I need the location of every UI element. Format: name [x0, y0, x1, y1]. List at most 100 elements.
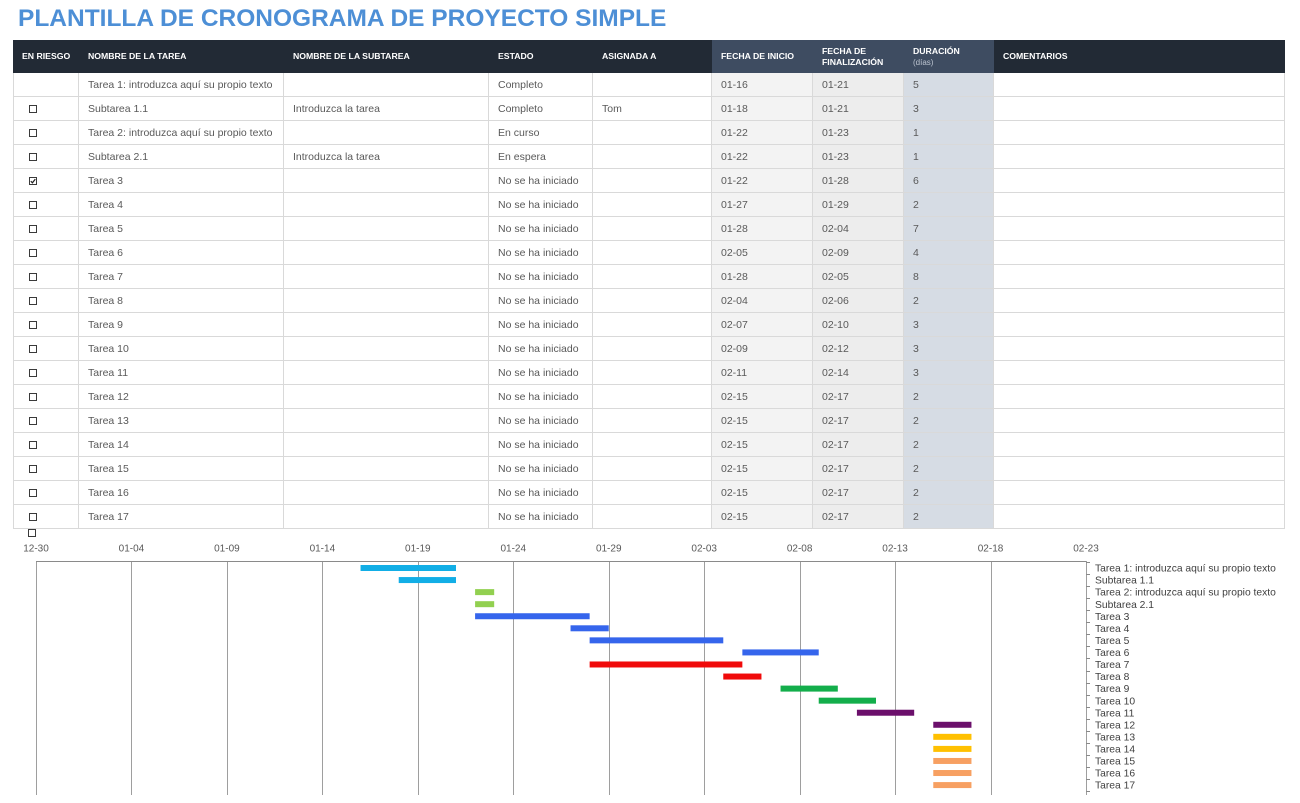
assigned-to-cell [593, 241, 712, 265]
at-risk-cell [13, 169, 79, 193]
x-tick-label: 02-13 [882, 544, 908, 555]
task-name-cell: Tarea 12 [79, 385, 284, 409]
assigned-to-cell [593, 457, 712, 481]
end-date-cell: 02-17 [813, 433, 904, 457]
gantt-bar [933, 721, 972, 728]
subtask-name-cell [284, 193, 489, 217]
subtask-name-cell [284, 433, 489, 457]
comments-cell [994, 73, 1285, 97]
category-label: Tarea 17 [1095, 781, 1135, 792]
subtask-name-cell [284, 73, 489, 97]
at-risk-checkbox[interactable] [29, 248, 37, 257]
comments-cell [994, 337, 1285, 361]
task-row: Tarea 1: introduzca aquí su propio texto… [13, 73, 1285, 97]
extra-checkbox-holder [22, 529, 36, 537]
gantt-bar [780, 685, 838, 692]
start-date-cell: 01-22 [712, 121, 813, 145]
task-row: Tarea 2: introduzca aquí su propio texto… [13, 121, 1285, 145]
subtask-name-cell [284, 505, 489, 529]
end-date-cell: 02-05 [813, 265, 904, 289]
at-risk-checkbox[interactable] [29, 464, 37, 473]
subtask-name-cell [284, 385, 489, 409]
task-row: Tarea 17 No se ha iniciado 02-15 02-17 2 [13, 505, 1285, 529]
status-cell: Completo [489, 73, 593, 97]
task-name-cell: Tarea 14 [79, 433, 284, 457]
assigned-to-cell [593, 145, 712, 169]
duration-cell: 3 [904, 97, 994, 121]
task-name-cell: Tarea 5 [79, 217, 284, 241]
at-risk-checkbox[interactable] [29, 392, 37, 401]
comments-cell [994, 121, 1285, 145]
at-risk-checkbox[interactable] [29, 224, 37, 233]
at-risk-checkbox[interactable] [29, 320, 37, 329]
category-label: Tarea 1: introduzca aquí su propio texto [1095, 564, 1276, 575]
status-cell: No se ha iniciado [489, 409, 593, 433]
assigned-to-cell [593, 73, 712, 97]
at-risk-checkbox[interactable] [29, 200, 37, 209]
header-duration: DURACIÓN (días) [904, 40, 994, 73]
task-row: Subtarea 1.1 Introduzca la tarea Completo T… [13, 97, 1285, 121]
at-risk-checkbox[interactable] [29, 416, 37, 425]
x-tick-label: 02-23 [1073, 544, 1099, 555]
at-risk-checkbox[interactable] [28, 529, 36, 537]
at-risk-checkbox[interactable] [29, 512, 37, 521]
assigned-to-cell [593, 169, 712, 193]
subtask-name-cell [284, 313, 489, 337]
assigned-to-cell [593, 505, 712, 529]
at-risk-checkbox[interactable] [29, 152, 37, 161]
table-header: EN RIESGO NOMBRE DE LA TAREA NOMBRE DE L… [13, 40, 1285, 73]
comments-cell [994, 409, 1285, 433]
task-row: Tarea 6 No se ha iniciado 02-05 02-09 4 [13, 241, 1285, 265]
duration-cell: 4 [904, 241, 994, 265]
task-row: Tarea 11 No se ha iniciado 02-11 02-14 3 [13, 361, 1285, 385]
x-tick-label: 01-09 [214, 544, 240, 555]
duration-cell: 2 [904, 289, 994, 313]
checkmark-icon [30, 178, 36, 184]
end-date-cell: 02-17 [813, 409, 904, 433]
at-risk-cell [13, 97, 79, 121]
start-date-cell: 01-27 [712, 193, 813, 217]
x-tick-label: 02-08 [787, 544, 813, 555]
at-risk-checkbox[interactable] [29, 344, 37, 353]
category-axis: Tarea 1: introduzca aquí su propio texto… [1086, 562, 1276, 792]
status-cell: No se ha iniciado [489, 337, 593, 361]
gantt-chart: 12-30 01-04 01-09 01-14 01-19 01-24 01-29 02-03… [23, 544, 1276, 795]
at-risk-cell [13, 289, 79, 313]
page-title: PLANTILLA DE CRONOGRAMA DE PROYECTO SIMP… [18, 5, 667, 32]
status-cell: En espera [489, 145, 593, 169]
x-tick-label: 01-29 [596, 544, 622, 555]
at-risk-checkbox[interactable] [29, 488, 37, 497]
x-tick-label: 01-19 [405, 544, 431, 555]
at-risk-cell [13, 481, 79, 505]
start-date-cell: 02-15 [712, 481, 813, 505]
assigned-to-cell [593, 433, 712, 457]
header-status: ESTADO [489, 40, 593, 73]
subtask-name-cell [284, 337, 489, 361]
gantt-bar [723, 673, 762, 680]
start-date-cell: 01-22 [712, 169, 813, 193]
header-assigned-to: ASIGNADA A [593, 40, 712, 73]
end-date-cell: 01-23 [813, 121, 904, 145]
comments-cell [994, 313, 1285, 337]
header-duration-label: DURACIÓN [913, 45, 960, 56]
assigned-to-cell [593, 361, 712, 385]
at-risk-checkbox[interactable] [29, 104, 37, 113]
at-risk-checkbox[interactable] [29, 272, 37, 281]
end-date-cell: 01-28 [813, 169, 904, 193]
assigned-to-cell: Tom [593, 97, 712, 121]
category-label: Subtarea 2.1 [1095, 600, 1154, 611]
task-row: Tarea 3 No se ha iniciado 01-22 01-28 6 [13, 169, 1285, 193]
at-risk-cell [13, 505, 79, 529]
status-cell: No se ha iniciado [489, 169, 593, 193]
at-risk-checkbox[interactable] [29, 440, 37, 449]
at-risk-checkbox[interactable] [29, 368, 37, 377]
comments-cell [994, 385, 1285, 409]
gantt-bar [933, 757, 972, 764]
category-label: Tarea 15 [1095, 757, 1135, 768]
x-tick-label: 01-24 [500, 544, 526, 555]
at-risk-checkbox[interactable] [29, 296, 37, 305]
at-risk-checkbox[interactable] [29, 128, 37, 137]
subtask-name-cell: Introduzca la tarea [284, 97, 489, 121]
end-date-cell: 02-12 [813, 337, 904, 361]
at-risk-checkbox[interactable] [29, 176, 37, 185]
